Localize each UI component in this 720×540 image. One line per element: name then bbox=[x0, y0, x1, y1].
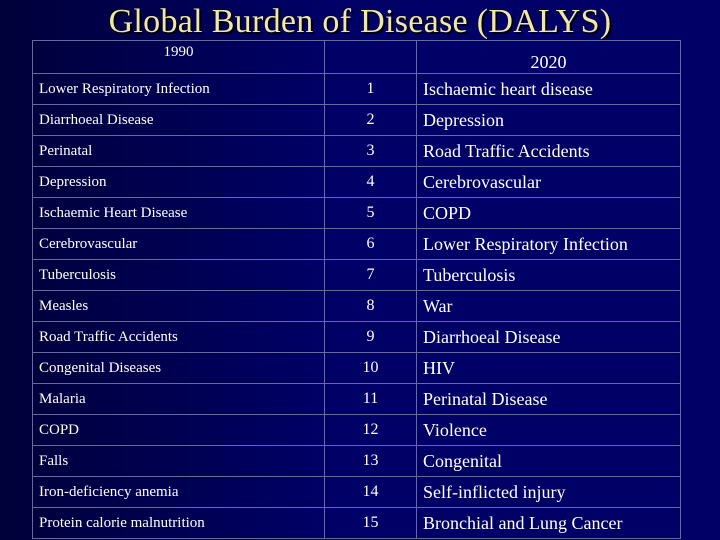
cause-1990: Cerebrovascular bbox=[32, 228, 325, 260]
cause-2020: Self-inflicted injury bbox=[416, 476, 681, 508]
rank: 4 bbox=[324, 166, 417, 198]
table-row: Iron-deficiency anemia 14 Self-inflicted i… bbox=[32, 476, 681, 508]
cause-1990: Diarrhoeal Disease bbox=[32, 104, 325, 136]
cause-1990: Perinatal bbox=[32, 135, 325, 167]
table-row: Cerebrovascular 6 Lower Respiratory Infect… bbox=[32, 228, 681, 260]
rank: 10 bbox=[324, 352, 417, 384]
rank: 12 bbox=[324, 414, 417, 446]
table-row: Congenital Diseases 10 HIV bbox=[32, 352, 681, 384]
rank: 2 bbox=[324, 104, 417, 136]
cause-1990: Protein calorie malnutrition bbox=[32, 507, 325, 539]
rank: 9 bbox=[324, 321, 417, 353]
cause-2020: Ischaemic heart disease bbox=[416, 73, 681, 105]
cause-1990: Iron-deficiency anemia bbox=[32, 476, 325, 508]
cause-1990: Congenital Diseases bbox=[32, 352, 325, 384]
cause-1990: Falls bbox=[32, 445, 325, 477]
cause-2020: COPD bbox=[416, 197, 681, 229]
rank: 3 bbox=[324, 135, 417, 167]
rank: 14 bbox=[324, 476, 417, 508]
header-rank-blank bbox=[324, 40, 417, 74]
cause-2020: Tuberculosis bbox=[416, 259, 681, 291]
cause-1990: Tuberculosis bbox=[32, 259, 325, 291]
cause-2020: Congenital bbox=[416, 445, 681, 477]
cause-2020: Cerebrovascular bbox=[416, 166, 681, 198]
cause-1990: Measles bbox=[32, 290, 325, 322]
cause-2020: Perinatal Disease bbox=[416, 383, 681, 415]
rank: 5 bbox=[324, 197, 417, 229]
header-2020: 2020 bbox=[416, 40, 681, 74]
rank: 1 bbox=[324, 73, 417, 105]
rank: 15 bbox=[324, 507, 417, 539]
cause-2020: Depression bbox=[416, 104, 681, 136]
cause-2020: Violence bbox=[416, 414, 681, 446]
cause-2020: Bronchial and Lung Cancer bbox=[416, 507, 681, 539]
cause-1990: Ischaemic Heart Disease bbox=[32, 197, 325, 229]
rank: 6 bbox=[324, 228, 417, 260]
rank: 13 bbox=[324, 445, 417, 477]
cause-2020: Lower Respiratory Infection bbox=[416, 228, 681, 260]
table-row: Ischaemic Heart Disease 5 COPD bbox=[32, 197, 681, 229]
cause-2020: War bbox=[416, 290, 681, 322]
cause-1990: Malaria bbox=[32, 383, 325, 415]
cause-1990: Lower Respiratory Infection bbox=[32, 73, 325, 105]
cause-1990: Road Traffic Accidents bbox=[32, 321, 325, 353]
table-row: Lower Respiratory Infection 1 Ischaemic he… bbox=[32, 73, 681, 105]
table-row: Perinatal 3 Road Traffic Accidents bbox=[32, 135, 681, 167]
dalys-table: 1990 2020 Lower Respiratory Infection 1 Is… bbox=[32, 40, 681, 539]
table-row: COPD 12 Violence bbox=[32, 414, 681, 446]
rank: 11 bbox=[324, 383, 417, 415]
table-header-row: 1990 2020 bbox=[32, 40, 681, 74]
table-row: Tuberculosis 7 Tuberculosis bbox=[32, 259, 681, 291]
cause-2020: Road Traffic Accidents bbox=[416, 135, 681, 167]
table-row: Diarrhoeal Disease 2 Depression bbox=[32, 104, 681, 136]
rank: 8 bbox=[324, 290, 417, 322]
table-row: Falls 13 Congenital bbox=[32, 445, 681, 477]
table-row: Road Traffic Accidents 9 Diarrhoeal Diseas… bbox=[32, 321, 681, 353]
cause-1990: Depression bbox=[32, 166, 325, 198]
cause-2020: Diarrhoeal Disease bbox=[416, 321, 681, 353]
table-row: Malaria 11 Perinatal Disease bbox=[32, 383, 681, 415]
rank: 7 bbox=[324, 259, 417, 291]
table-body: 1990 2020 Lower Respiratory Infection 1 Is… bbox=[32, 40, 681, 539]
slide-title: Global Burden of Disease (DALYS) bbox=[108, 3, 612, 40]
table-row: Depression 4 Cerebrovascular bbox=[32, 166, 681, 198]
header-1990: 1990 bbox=[32, 40, 325, 74]
table-row: Measles 8 War bbox=[32, 290, 681, 322]
cause-2020: HIV bbox=[416, 352, 681, 384]
table-row: Protein calorie malnutrition 15 Bronchial … bbox=[32, 507, 681, 539]
cause-1990: COPD bbox=[32, 414, 325, 446]
